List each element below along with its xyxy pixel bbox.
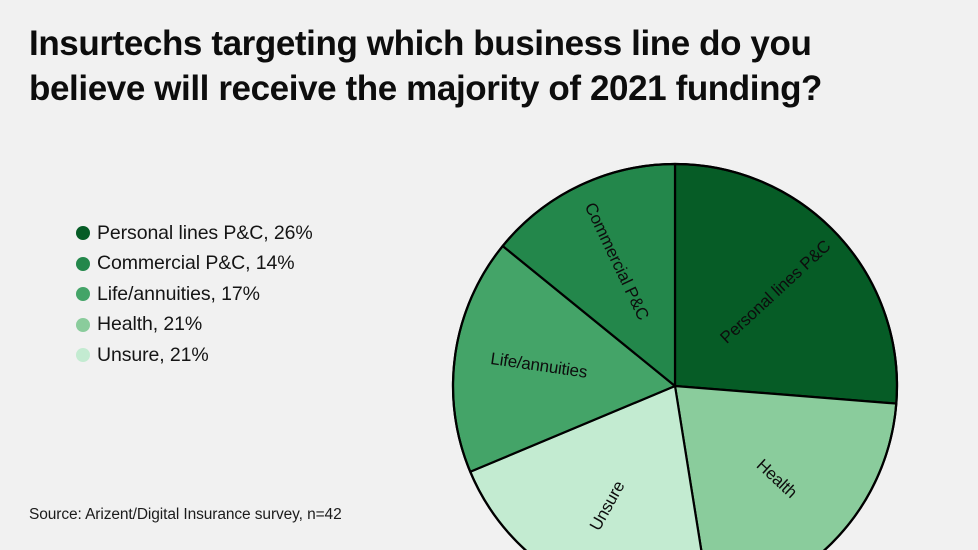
source-note: Source: Arizent/Digital Insurance survey… <box>29 506 342 523</box>
legend-item[interactable]: Personal lines P&C, 26% <box>76 218 406 249</box>
legend-item[interactable]: Life/annuities, 17% <box>76 279 406 310</box>
legend-item-label: Health, 21% <box>97 313 203 336</box>
pie-slice[interactable] <box>673 384 898 550</box>
legend-swatch-icon <box>76 348 90 363</box>
legend-swatch-icon <box>76 256 90 271</box>
legend-swatch-icon <box>76 317 90 332</box>
legend-item[interactable]: Unsure, 21% <box>76 340 406 371</box>
legend-swatch-icon <box>76 287 90 302</box>
legend-item[interactable]: Commercial P&C, 14% <box>76 249 406 280</box>
legend-item-label: Personal lines P&C, 26% <box>97 221 313 244</box>
legend-item-label: Commercial P&C, 14% <box>97 252 295 275</box>
legend-swatch-icon <box>76 226 90 241</box>
legend-item-label: Unsure, 21% <box>97 343 209 366</box>
page-title: Insurtechs targeting which business line… <box>29 24 823 108</box>
pie-outline <box>451 162 899 550</box>
legend-item[interactable]: Health, 21% <box>76 310 406 341</box>
chart-legend: Personal lines P&C, 26% Commercial P&C, 1… <box>76 218 406 371</box>
legend-item-label: Life/annuities, 17% <box>97 282 260 305</box>
